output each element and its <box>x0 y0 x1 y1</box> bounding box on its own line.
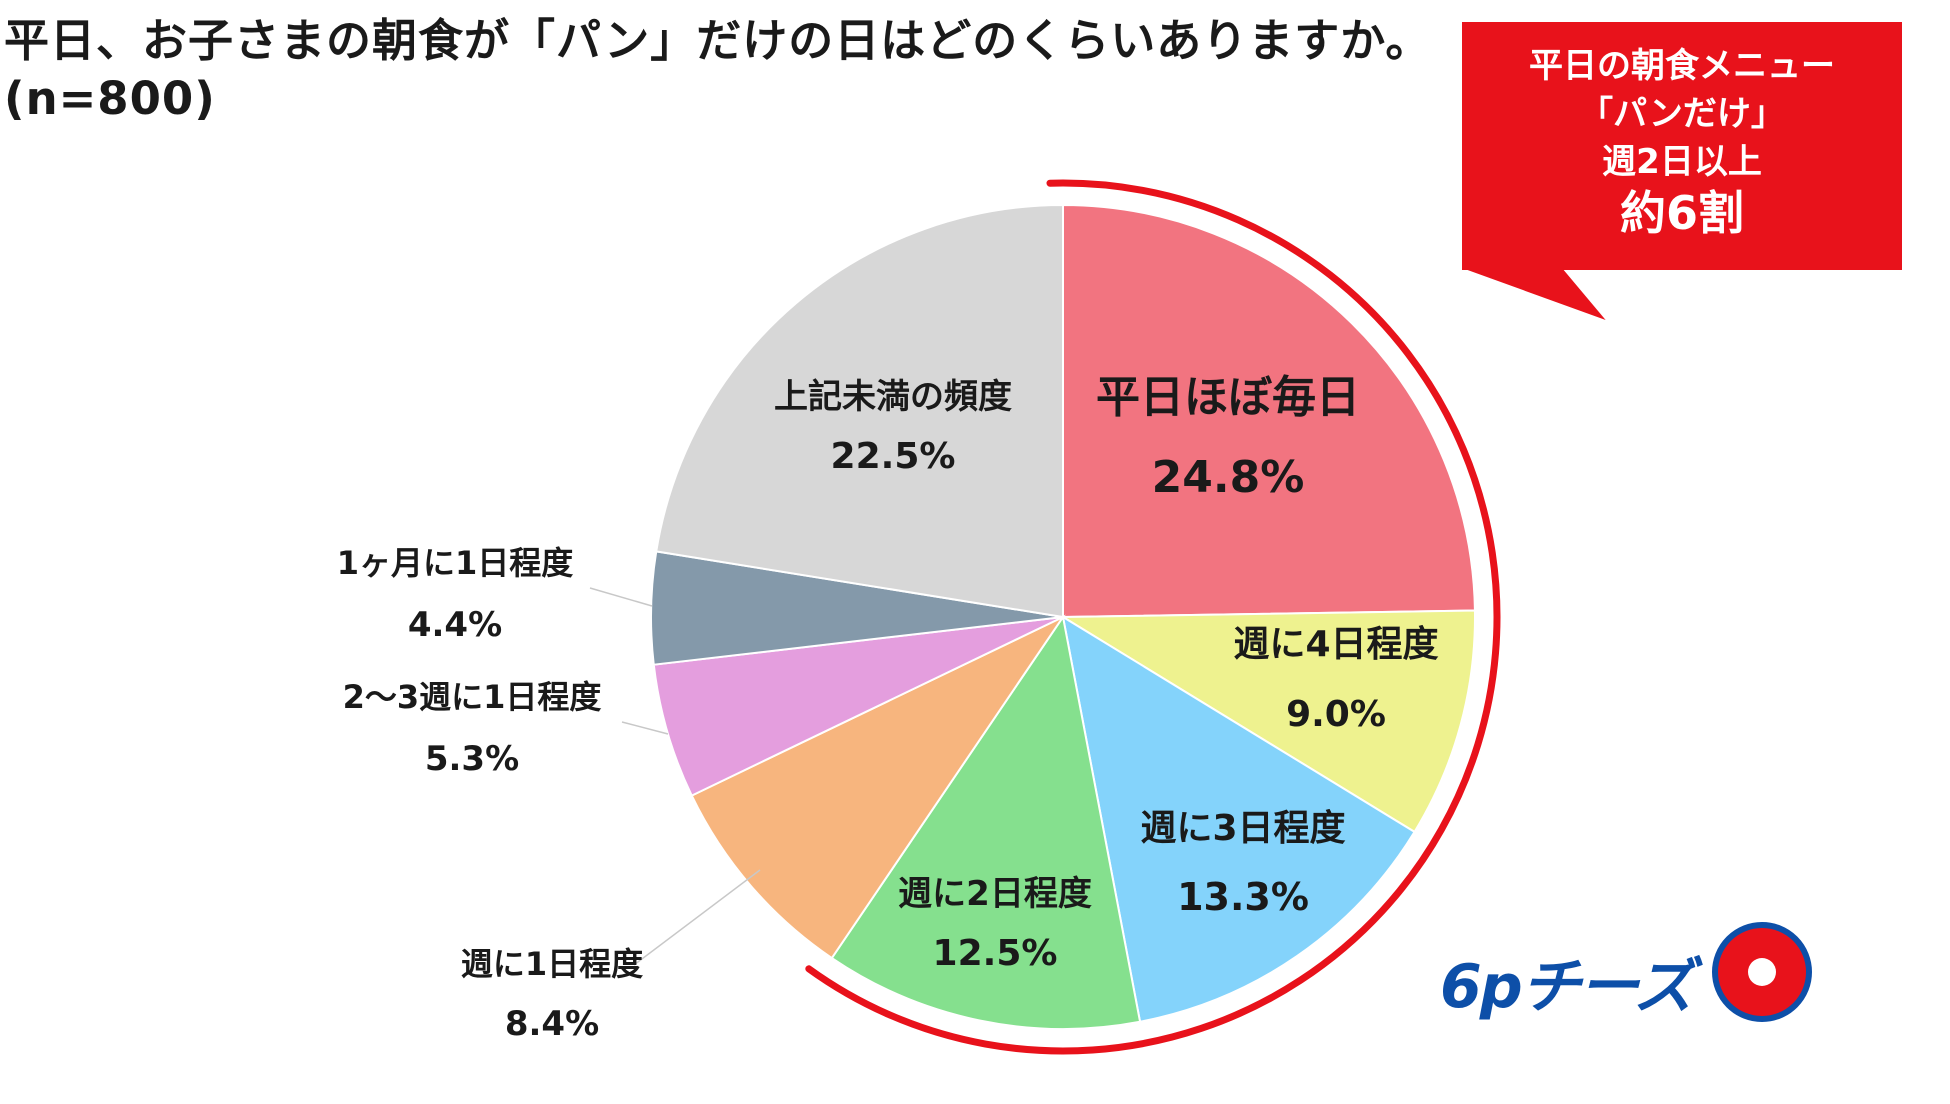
brand-logo-text: 6pチーズ <box>1440 952 1694 1022</box>
brand-logo: 6pチーズ <box>1440 920 1812 1030</box>
slice-label-6: 2～3週に1日程度 <box>343 678 602 716</box>
slice-value-6: 5.3% <box>425 739 519 779</box>
slice-value-7: 4.4% <box>408 605 502 645</box>
pie-slices <box>650 203 1476 1030</box>
slice-label-8: 上記未満の頻度 <box>774 377 1012 417</box>
slice-value-3: 13.3% <box>1177 875 1309 919</box>
slice-value-1: 24.8% <box>1152 452 1305 503</box>
pie-slice-2 <box>1059 609 1476 834</box>
pie-slice-8 <box>655 203 1064 619</box>
slice-label-2: 週に4日程度 <box>1233 624 1438 665</box>
title-question: 平日、お子さまの朝食が「パン」だけの日はどのくらいありますか。 <box>4 14 1432 67</box>
slice-label-5: 週に1日程度 <box>461 945 643 983</box>
slice-label-4: 週に2日程度 <box>898 874 1092 914</box>
leader-line-7 <box>589 587 653 607</box>
pie-labels: 平日ほぼ毎日 24.8% 週に4日程度 9.0% 週に3日程度 13.3% 週に2日程度 12… <box>337 372 1439 1044</box>
pie-slice-3 <box>1061 614 1416 1023</box>
slice-label-3: 週に3日程度 <box>1140 808 1345 849</box>
slice-label-7: 1ヶ月に1日程度 <box>337 544 574 582</box>
pie-slice-6 <box>652 616 1064 797</box>
title-sample-size: (n=800) <box>4 72 216 125</box>
callout-line-4: 約6割 <box>1619 186 1744 240</box>
slice-label-1: 平日ほぼ毎日 <box>1096 372 1360 423</box>
pie-slice-4 <box>830 614 1142 1030</box>
pie-slice-5 <box>690 614 1066 960</box>
slice-value-2: 9.0% <box>1286 694 1386 735</box>
leader-line-6 <box>621 721 669 735</box>
callout-line-2: 「パンだけ」 <box>1579 94 1785 134</box>
slice-value-8: 22.5% <box>831 436 956 477</box>
chart-title: 平日、お子さまの朝食が「パン」だけの日はどのくらいありますか。 (n=800) <box>4 12 1431 128</box>
slice-value-5: 8.4% <box>505 1004 599 1044</box>
callout-line-1: 平日の朝食メニュー <box>1529 46 1835 86</box>
callout-box: 平日の朝食メニュー 「パンだけ」 週2日以上 約6割 <box>1462 22 1902 270</box>
highlight-arc <box>805 179 1501 1055</box>
leader-line-5 <box>633 869 761 966</box>
callout-line-3: 週2日以上 <box>1602 142 1762 182</box>
pie-slice-1 <box>1062 203 1476 619</box>
cheese-badge-icon <box>1712 922 1812 1022</box>
slice-value-4: 12.5% <box>933 933 1058 974</box>
